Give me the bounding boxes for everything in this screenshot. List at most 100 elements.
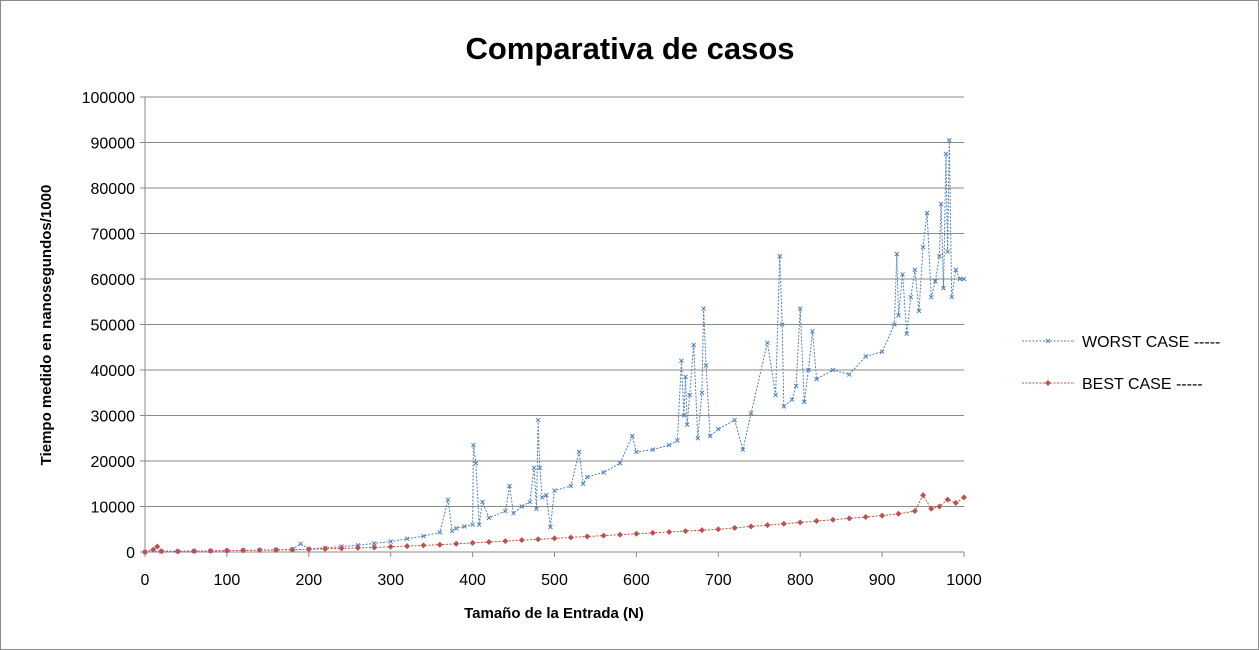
data-point [938, 201, 944, 207]
legend-entry: BEST CASE ----- [1022, 376, 1203, 393]
data-point [534, 506, 539, 512]
data-point [539, 495, 545, 500]
series-line [144, 494, 965, 553]
data-point [223, 547, 230, 554]
data-point [715, 526, 722, 533]
data-point [154, 543, 161, 550]
data-point [519, 504, 525, 509]
y-tick-label: 0 [126, 545, 135, 562]
data-point [941, 285, 946, 291]
y-tick-label: 30000 [91, 409, 136, 426]
data-point [952, 499, 959, 506]
data-point [600, 532, 607, 539]
data-point [371, 541, 377, 546]
legend-swatch-marker [1045, 380, 1051, 386]
data-point [298, 541, 303, 547]
data-point [649, 529, 656, 536]
data-point [698, 527, 705, 534]
x-tick-label: 0 [141, 572, 150, 589]
x-tick-label: 700 [705, 572, 732, 589]
data-point [507, 483, 512, 489]
data-point [748, 410, 754, 416]
data-point [953, 267, 959, 273]
x-tick-label: 800 [787, 572, 814, 589]
data-point [936, 503, 943, 510]
data-point [584, 533, 591, 540]
data-point [453, 540, 460, 547]
data-point [453, 525, 459, 531]
data-point [580, 481, 586, 487]
x-axis-title: Tamaño de la Entrada (N) [464, 605, 644, 622]
data-point [601, 470, 606, 475]
data-point [946, 137, 952, 143]
data-point [471, 442, 476, 448]
data-point [920, 492, 927, 499]
data-point [354, 544, 361, 551]
y-tick-label: 80000 [91, 181, 136, 198]
data-point [511, 510, 516, 516]
x-tick-label: 300 [377, 572, 404, 589]
data-point [527, 499, 533, 505]
data-point [797, 306, 803, 311]
data-point [957, 276, 963, 282]
series-worst-case [142, 137, 967, 555]
data-point [862, 513, 869, 520]
data-point [703, 363, 709, 368]
data-point [797, 519, 804, 526]
data-point [666, 442, 672, 448]
data-point [535, 417, 541, 423]
data-point [420, 542, 427, 549]
data-point [895, 510, 902, 517]
data-point [371, 544, 378, 551]
data-point [779, 322, 785, 327]
data-point [617, 531, 624, 538]
data-point [617, 460, 623, 466]
legend-entry: WORST CASE ----- [1022, 334, 1220, 351]
data-point [765, 340, 770, 346]
data-point [701, 306, 706, 311]
data-point [256, 547, 263, 554]
data-point [928, 505, 935, 512]
y-tick-label: 100000 [82, 90, 135, 107]
data-point [436, 541, 443, 548]
y-tick-label: 40000 [91, 363, 136, 380]
data-point [567, 534, 574, 541]
data-point [476, 522, 482, 528]
data-point [773, 392, 778, 398]
x-tick-label: 200 [295, 572, 322, 589]
data-point [789, 397, 795, 402]
data-point [674, 438, 680, 443]
data-point [633, 530, 640, 537]
data-point [846, 372, 852, 377]
y-tick-label: 10000 [91, 500, 136, 517]
data-point [240, 547, 247, 554]
data-point [338, 545, 345, 552]
data-point [437, 530, 443, 535]
legend-label: BEST CASE ----- [1082, 376, 1203, 393]
data-point [568, 483, 574, 489]
data-point [548, 524, 553, 530]
data-point [682, 528, 689, 535]
data-point [813, 518, 820, 525]
data-point [537, 465, 543, 471]
data-point [404, 543, 411, 550]
data-point [552, 488, 557, 493]
axes: 0100002000030000400005000060000700008000… [82, 90, 982, 589]
data-point [158, 548, 165, 555]
data-point [777, 253, 783, 259]
data-point [687, 392, 692, 398]
data-point [691, 342, 697, 348]
data-point [829, 516, 836, 523]
data-point [322, 545, 329, 552]
data-point [683, 374, 688, 380]
data-point [404, 536, 410, 542]
series-layer [142, 137, 967, 555]
data-point [740, 447, 746, 452]
data-point [715, 426, 721, 432]
data-point [305, 546, 312, 553]
data-point [943, 151, 949, 157]
chart-title: Comparativa de casos [465, 31, 794, 66]
data-point [486, 515, 492, 521]
data-point [806, 367, 811, 373]
